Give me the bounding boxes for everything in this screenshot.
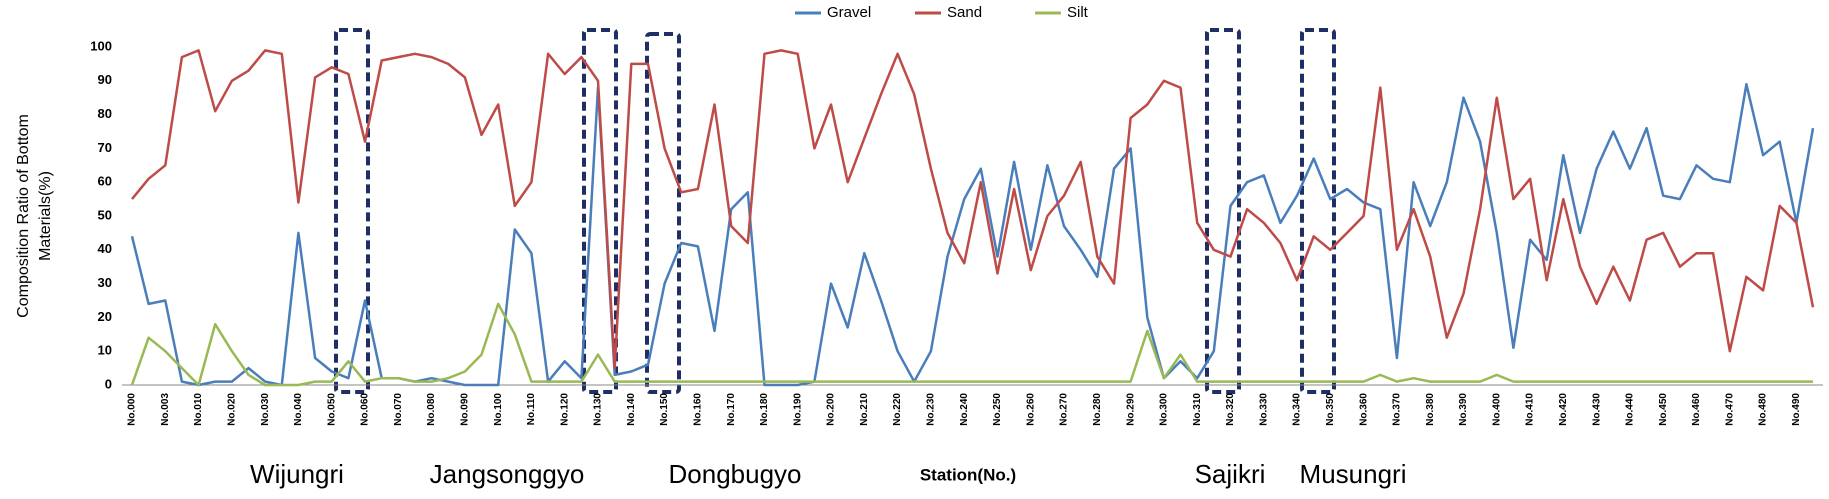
x-tick-label: No.140 [626,393,637,426]
annotation: Jangsonggyo [430,459,585,489]
y-axis-label: Materials(%) [37,171,54,261]
highlight-boxes [334,28,1336,394]
x-tick-label: No.450 [1658,393,1669,426]
series-line [130,82,1815,387]
x-tick-label: No.170 [726,393,737,426]
x-tick-label: No.000 [127,393,138,426]
x-tick-label: No.290 [1125,393,1136,426]
series-line [131,49,1815,370]
x-tick-label: No.130 [593,393,604,426]
x-tick-label: No.030 [260,393,271,426]
x-tick-label: No.340 [1292,393,1303,426]
y-tick-label: 50 [98,207,112,222]
y-tick-label: 10 [98,343,112,358]
x-tick-label: No.350 [1325,393,1336,426]
x-tick-label: No.100 [493,393,504,426]
highlight-box [1300,28,1336,394]
x-tick-label: No.160 [693,393,704,426]
x-tick-label: No.480 [1758,393,1769,426]
highlight-box [1205,28,1241,394]
x-tick-label: No.260 [1025,393,1036,426]
x-tick-label: No.490 [1791,393,1802,426]
x-tick-label: No.320 [1225,393,1236,426]
annotation: Dongbugyo [669,459,802,489]
x-tick-label: No.370 [1392,393,1403,426]
x-tick-label: No.040 [293,393,304,426]
annotation: Musungri [1300,459,1407,489]
y-tick-label: 80 [98,106,112,121]
y-axis-label: Composition Ratio of Bottom [15,114,32,318]
x-tick-label: No.250 [992,393,1003,426]
x-tick-label: No.310 [1192,393,1203,426]
x-tick-label: No.220 [892,393,903,426]
x-tick-label: No.070 [393,393,404,426]
x-tick-label: No.090 [460,393,471,426]
x-tick-label: No.460 [1691,393,1702,426]
x-tick-label: No.110 [526,393,537,426]
series-line [130,302,1813,387]
x-tick-label: No.400 [1491,393,1502,426]
x-tick-label: No.380 [1425,393,1436,426]
x-tick-label: No.390 [1458,393,1469,426]
y-tick-label: 100 [90,38,112,53]
x-tick-label: No.230 [926,393,937,426]
x-tick-label: No.470 [1724,393,1735,426]
x-tick-label: No.080 [426,393,437,426]
x-tick-label: No.180 [759,393,770,426]
highlight-box [582,28,618,394]
legend-label: Sand [947,4,982,21]
x-tick-label: No.020 [227,393,238,426]
x-axis-label: Station(No.) [920,465,1016,484]
x-tick-label: No.200 [826,393,837,426]
legend-label: Gravel [827,4,871,21]
legend-label: Silt [1067,4,1089,21]
x-tick-label: No.150 [659,393,670,426]
x-tick-label: No.360 [1358,393,1369,426]
y-tick-label: 20 [98,309,112,324]
x-tick-label: No.430 [1591,393,1602,426]
x-tick-label: No.440 [1625,393,1636,426]
y-tick-label: 0 [105,376,112,391]
x-tick-label: No.060 [360,393,371,426]
highlight-box [645,32,681,394]
x-tick-label: No.190 [792,393,803,426]
x-tick-label: No.280 [1092,393,1103,426]
y-tick-label: 30 [98,275,112,290]
annotation: Wijungri [250,459,344,489]
y-tick-label: 90 [98,72,112,87]
annotation: Sajikri [1195,459,1266,489]
y-tick-label: 40 [98,241,112,256]
x-tick-label: No.330 [1258,393,1269,426]
x-tick-label: No.300 [1159,393,1170,426]
x-tick-label: No.410 [1525,393,1536,426]
x-tick-label: No.270 [1059,393,1070,426]
x-tick-label: No.050 [326,393,337,426]
x-tick-label: No.420 [1558,393,1569,426]
x-tick-label: No.120 [559,393,570,426]
x-tick-label: No.003 [160,393,171,426]
y-tick-label: 60 [98,174,112,189]
y-tick-label: 70 [98,140,112,155]
x-tick-label: No.010 [193,393,204,426]
x-tick-label: No.240 [959,393,970,426]
x-tick-label: No.210 [859,393,870,426]
